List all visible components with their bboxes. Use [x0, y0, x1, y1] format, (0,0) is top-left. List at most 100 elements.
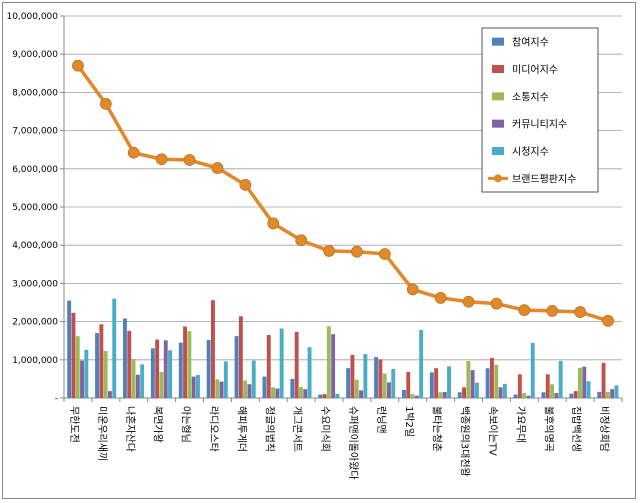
bar-커뮤니티지수 — [582, 366, 587, 398]
legend-swatch — [492, 37, 504, 46]
bar-시청지수 — [391, 368, 396, 398]
bar-커뮤니티지수 — [331, 334, 336, 398]
bar-미디어지수 — [545, 374, 550, 398]
bar-미디어지수 — [462, 387, 466, 398]
category-label: 개그콘서트 — [291, 406, 303, 452]
category-label: 복면가왕 — [152, 406, 164, 443]
bar-시청지수 — [140, 364, 145, 398]
bar-소통지수 — [326, 326, 331, 398]
legend-label: 참여지수 — [512, 37, 549, 49]
bar-참여지수 — [374, 357, 378, 398]
bar-참여지수 — [150, 348, 155, 398]
y-tick-label: 2,000,000 — [12, 318, 58, 328]
bar-미디어지수 — [490, 357, 494, 398]
bar-소통지수 — [243, 380, 248, 398]
point-브랜드평판지수 — [462, 295, 475, 308]
bar-시청지수 — [558, 360, 563, 398]
bar-참여지수 — [318, 394, 323, 398]
bar-커뮤니티지수 — [387, 382, 391, 398]
bar-참여지수 — [178, 342, 183, 398]
category-label: 불타는청춘 — [431, 406, 443, 452]
category-label: 속보이는TV — [486, 406, 498, 456]
category-label: 비정상회담 — [598, 406, 610, 452]
bar-커뮤니티지수 — [526, 395, 531, 398]
bar-참여지수 — [569, 393, 574, 398]
bar-시청지수 — [279, 328, 284, 398]
legend-swatch — [492, 92, 504, 101]
bar-소통지수 — [354, 379, 359, 398]
category-label: 백종원의3대천왕 — [459, 406, 471, 477]
y-tick-label: 1,000,000 — [12, 356, 58, 366]
category-label: 무한도전 — [68, 406, 80, 443]
bar-소통지수 — [299, 386, 303, 398]
bar-커뮤니티지수 — [275, 388, 280, 398]
category-label: 집밥백선생 — [570, 406, 582, 452]
bar-커뮤니티지수 — [610, 389, 615, 398]
category-label: 가요무대 — [514, 406, 526, 443]
bar-시청지수 — [363, 354, 368, 398]
bar-소통지수 — [215, 379, 220, 398]
point-브랜드평판지수 — [183, 154, 196, 166]
bar-참여지수 — [95, 333, 99, 398]
bar-미디어지수 — [517, 374, 522, 398]
category-label: 런닝맨 — [375, 406, 387, 434]
y-tick-label: 3,000,000 — [12, 279, 58, 289]
bar-미디어지수 — [378, 359, 383, 398]
point-브랜드평판지수 — [155, 153, 168, 166]
y-tick-label: 4,000,000 — [12, 241, 58, 251]
bar-시청지수 — [586, 381, 591, 398]
bar-소통지수 — [382, 373, 387, 398]
bar-참여지수 — [513, 394, 518, 398]
bar-소통지수 — [494, 364, 499, 398]
bar-미디어지수 — [294, 331, 299, 398]
bar-커뮤니티지수 — [163, 340, 168, 398]
y-tick-label: - — [55, 394, 58, 404]
legend-box — [481, 27, 599, 193]
bar-미디어지수 — [155, 339, 160, 398]
bar-참여지수 — [123, 318, 127, 398]
bar-참여지수 — [67, 300, 72, 398]
legend-swatch — [492, 119, 504, 128]
point-브랜드평판지수 — [211, 162, 224, 174]
bar-미디어지수 — [71, 312, 76, 398]
y-tick-label: 10,000,000 — [6, 12, 58, 22]
bar-시청지수 — [475, 382, 479, 398]
bar-소통지수 — [271, 387, 275, 398]
legend-label: 브랜드평판지수 — [512, 173, 576, 185]
y-tick-label: 9,000,000 — [12, 50, 58, 60]
bar-참여지수 — [429, 372, 434, 398]
bar-참여지수 — [457, 392, 462, 398]
y-tick-label: 5,000,000 — [12, 203, 58, 213]
point-브랜드평판지수 — [72, 59, 84, 72]
bar-소통지수 — [187, 331, 192, 398]
point-브랜드평판지수 — [574, 306, 587, 318]
bar-미디어지수 — [434, 368, 439, 398]
bar-참여지수 — [485, 368, 490, 398]
bar-소통지수 — [131, 359, 136, 398]
legend-label: 소통지수 — [512, 91, 549, 103]
bar-시청지수 — [223, 361, 228, 398]
bar-커뮤니티지수 — [80, 360, 84, 398]
bar-미디어지수 — [183, 326, 187, 398]
point-브랜드평판지수 — [518, 304, 531, 317]
bar-시청지수 — [251, 360, 256, 398]
point-브랜드평판지수 — [602, 314, 614, 327]
bar-커뮤니티지수 — [219, 381, 224, 398]
category-label: 1박2일 — [403, 406, 415, 437]
point-브랜드평판지수 — [323, 245, 335, 257]
bar-미디어지수 — [99, 324, 104, 398]
bar-소통지수 — [466, 360, 471, 398]
bar-시청지수 — [530, 342, 535, 398]
legend-label: 커뮤니티지수 — [512, 119, 567, 131]
bar-미디어지수 — [350, 354, 355, 398]
category-label: 해피투게더 — [235, 406, 248, 452]
category-label: 정글의법칙 — [263, 406, 275, 452]
bar-참여지수 — [346, 368, 351, 398]
bar-커뮤니티지수 — [470, 370, 475, 398]
y-tick-label: 6,000,000 — [12, 165, 58, 175]
bar-시청지수 — [447, 366, 451, 398]
bar-미디어지수 — [127, 330, 132, 398]
category-label: 수요미식회 — [319, 406, 331, 452]
point-브랜드평판지수 — [378, 248, 391, 260]
